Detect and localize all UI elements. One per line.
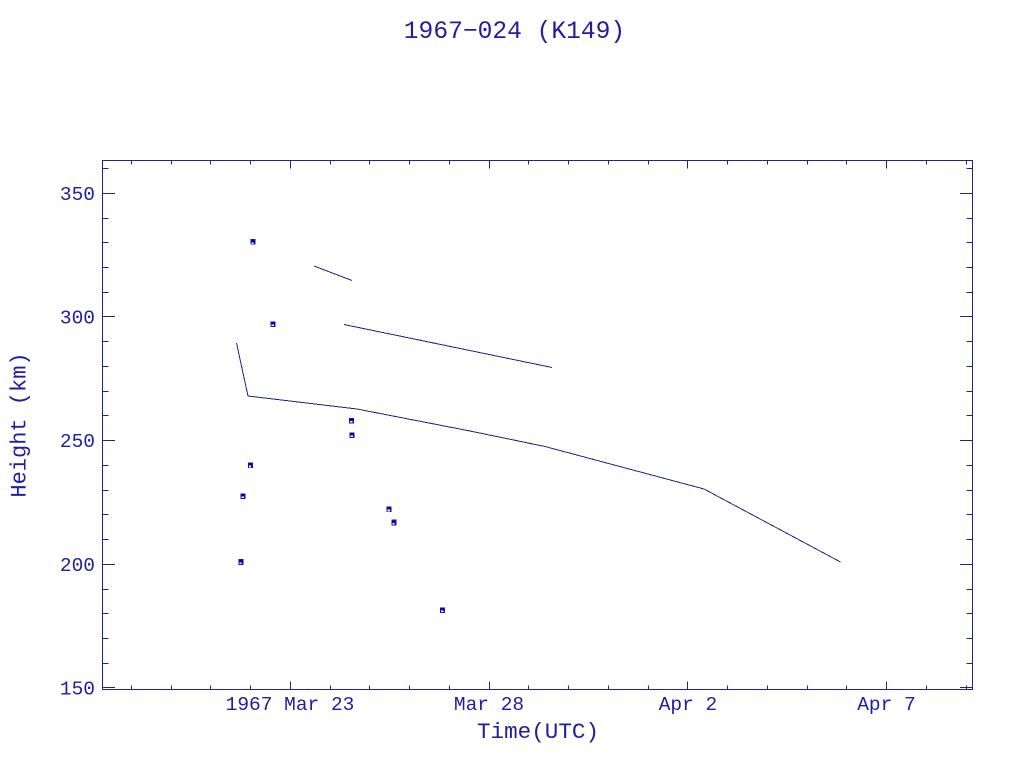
svg-text:200: 200 [60, 555, 95, 577]
svg-text:1967 Mar 23: 1967 Mar 23 [226, 694, 355, 716]
svg-text:1967−024 (K149): 1967−024 (K149) [404, 19, 625, 46]
svg-text:150: 150 [60, 679, 95, 701]
svg-text:Apr 2: Apr 2 [659, 694, 718, 716]
svg-text:Apr 7: Apr 7 [857, 694, 916, 716]
svg-text:350: 350 [60, 184, 95, 206]
svg-text:Time(UTC): Time(UTC) [477, 719, 599, 745]
svg-text:Mar 28: Mar 28 [454, 694, 524, 716]
svg-text:Height (km): Height (km) [8, 352, 33, 497]
svg-text:300: 300 [60, 308, 95, 330]
svg-text:250: 250 [60, 431, 95, 453]
